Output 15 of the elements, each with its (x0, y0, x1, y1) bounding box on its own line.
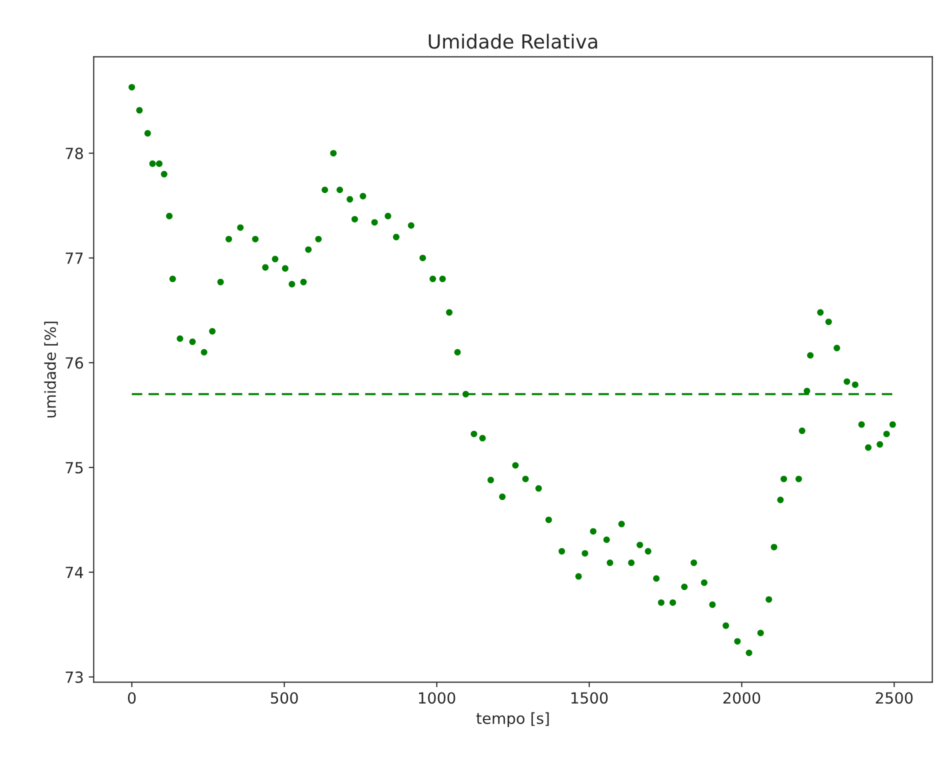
x-axis-title: tempo [s] (476, 712, 549, 728)
x-tick-label: 1000 (419, 692, 456, 704)
y-tick-label: 73 (66, 671, 83, 683)
y-tick-label: 78 (66, 148, 83, 160)
y-axis-title: umidade [%] (44, 322, 58, 418)
chart-title: Umidade Relativa (428, 34, 598, 49)
x-tick-label: 2500 (876, 692, 913, 704)
x-tick-label: 0 (128, 692, 136, 704)
x-tick-label: 500 (270, 692, 298, 704)
x-tick-label: 2000 (723, 692, 760, 704)
x-tick-label: 1500 (571, 692, 608, 704)
y-tick-label: 76 (66, 357, 84, 369)
y-tick-label: 77 (66, 252, 83, 264)
y-tick-label: 74 (66, 566, 84, 578)
y-tick-label: 75 (66, 462, 83, 474)
